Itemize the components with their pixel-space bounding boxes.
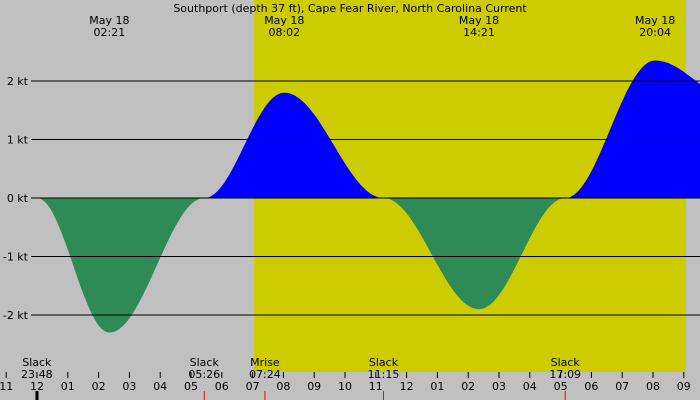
top-time-label: 20:04 — [639, 26, 671, 39]
x-tick-label: 09 — [677, 380, 691, 393]
y-tick-label: -2 kt — [3, 309, 29, 322]
x-tick-label: 02 — [461, 380, 475, 393]
top-time-label: 14:21 — [463, 26, 495, 39]
flood-current-area — [204, 60, 700, 198]
top-date-label: May 18 — [459, 14, 499, 27]
x-tick-label: 06 — [584, 380, 598, 393]
x-tick-label: 04 — [153, 380, 167, 393]
x-tick-label: 11 — [369, 380, 383, 393]
top-time-label: 02:21 — [94, 26, 126, 39]
x-tick-label: 01 — [430, 380, 444, 393]
event-label: Slack — [369, 356, 399, 369]
x-tick-label: 02 — [92, 380, 106, 393]
x-tick-label: 05 — [184, 380, 198, 393]
top-date-label: May 18 — [89, 14, 129, 27]
x-tick-label: 12 — [30, 380, 44, 393]
x-tick-label: 08 — [646, 380, 660, 393]
event-time: 05:26 — [188, 368, 220, 381]
y-tick-label: 2 kt — [7, 75, 29, 88]
chart-title: Southport (depth 37 ft), Cape Fear River… — [173, 2, 527, 15]
event-label: Slack — [190, 356, 220, 369]
event-time: 07:24 — [249, 368, 281, 381]
x-tick-label: 06 — [215, 380, 229, 393]
x-tick-label: 12 — [400, 380, 414, 393]
top-date-label: May 18 — [635, 14, 675, 27]
x-tick-label: 10 — [338, 380, 352, 393]
x-tick-label: 07 — [615, 380, 629, 393]
x-tick-label: 05 — [554, 380, 568, 393]
event-label: Mrise — [250, 356, 280, 369]
x-tick-label: 07 — [246, 380, 260, 393]
ebb-current-area — [37, 198, 566, 333]
x-tick-label: 09 — [307, 380, 321, 393]
x-tick-label: 11 — [0, 380, 13, 393]
top-date-label: May 18 — [264, 14, 304, 27]
event-label: Slack — [22, 356, 52, 369]
y-tick-label: -1 kt — [3, 251, 29, 264]
y-tick-label: 1 kt — [7, 134, 29, 147]
top-time-label: 08:02 — [268, 26, 300, 39]
y-tick-label: 0 kt — [7, 192, 29, 205]
x-tick-label: 01 — [61, 380, 75, 393]
event-time: 17:09 — [549, 368, 581, 381]
x-tick-label: 04 — [523, 380, 537, 393]
x-tick-label: 03 — [492, 380, 506, 393]
event-label: Slack — [551, 356, 581, 369]
x-tick-label: 03 — [122, 380, 136, 393]
x-tick-label: 08 — [276, 380, 290, 393]
